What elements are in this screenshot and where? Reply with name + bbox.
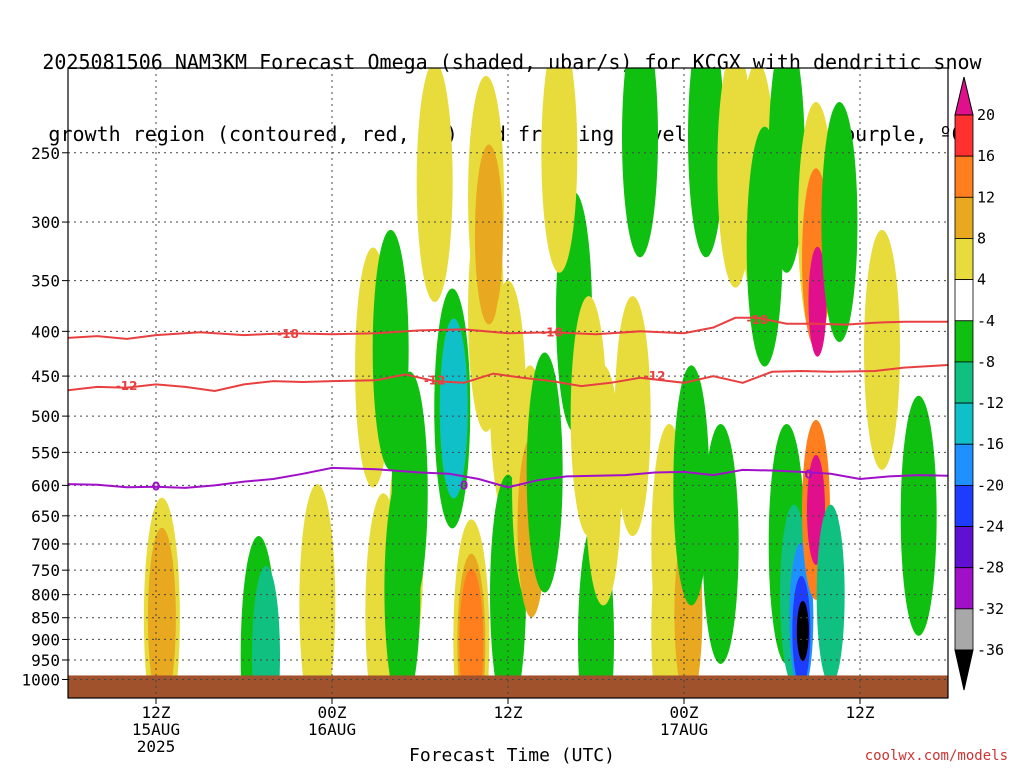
- plot-area: -18 -18 -18 -12 -12 -12 0 0 0: [68, 68, 948, 698]
- dgz-contour-line: [68, 364, 948, 393]
- x-tick-date-label: 17AUG: [660, 720, 708, 739]
- x-tick-date-label: 15AUG: [132, 720, 180, 739]
- y-tick-label: 1000: [21, 670, 60, 689]
- omega-shade: [252, 565, 280, 698]
- y-tick-label: 650: [31, 507, 60, 526]
- omega-shade: [673, 365, 710, 606]
- colorbar-label: -4: [977, 312, 995, 330]
- x-tick-label: 12Z: [142, 703, 171, 722]
- omega-shade: [796, 600, 809, 661]
- contour-label: 0: [460, 478, 468, 492]
- x-tick-date-label: 16AUG: [308, 720, 356, 739]
- omega-shade: [474, 144, 503, 325]
- colorbar-top-arrow: [954, 76, 974, 116]
- y-tick-label: 550: [31, 443, 60, 462]
- y-tick-label: 450: [31, 367, 60, 386]
- x-axis-label: Forecast Time (UTC): [409, 745, 615, 766]
- colorbar-bin: [954, 608, 974, 651]
- colorbar-bin: [954, 526, 974, 569]
- colorbar-label: -16: [977, 435, 1004, 453]
- x-tick-label: 12Z: [494, 703, 523, 722]
- x-tick-label: 00Z: [318, 703, 347, 722]
- omega-shade: [439, 318, 468, 499]
- omega-shade: [299, 484, 336, 698]
- x-tick-label: 00Z: [670, 703, 699, 722]
- colorbar-label: -28: [977, 559, 1004, 577]
- omega-shade: [384, 469, 421, 698]
- colorbar-label: 8: [977, 229, 986, 247]
- y-tick-label: 350: [31, 272, 60, 291]
- y-tick-label: 800: [31, 586, 60, 605]
- y-tick-label: 300: [31, 213, 60, 232]
- colorbar-bin: [954, 238, 974, 281]
- colorbar-bin: [954, 484, 974, 527]
- colorbar-bin: [954, 196, 974, 239]
- contour-label: -12: [116, 379, 138, 393]
- colorbar-bin: [954, 567, 974, 610]
- omega-shade: [459, 568, 484, 698]
- colorbar-bin: [954, 443, 974, 486]
- colorbar-bin: [954, 155, 974, 198]
- omega-shade: [900, 395, 937, 636]
- omega-shade: [864, 229, 900, 470]
- y-tick-label: 500: [31, 407, 60, 426]
- colorbar-label: 4: [977, 271, 986, 289]
- colorbar-label: 12: [977, 188, 995, 206]
- colorbar-label: -24: [977, 518, 1004, 536]
- y-tick-label: 950: [31, 651, 60, 670]
- omega-shade: [526, 352, 563, 593]
- y-tick-label: 400: [31, 322, 60, 341]
- colorbar-bin: [954, 402, 974, 445]
- omega-shade: [147, 527, 176, 698]
- omega-shade: [416, 68, 453, 302]
- colorbar-label: 20: [977, 106, 995, 124]
- colorbar-label: 16: [977, 147, 995, 165]
- colorbar-label: -36: [977, 641, 1004, 659]
- colorbar-label: -8: [977, 353, 995, 371]
- contour-label: -12: [424, 373, 446, 387]
- contour-label: 0: [804, 467, 812, 481]
- omega-shade: [688, 68, 724, 258]
- colorbar-bin: [954, 361, 974, 404]
- y-tick-label: 700: [31, 535, 60, 554]
- contour-label: -18: [746, 313, 768, 327]
- omega-shade: [821, 102, 858, 343]
- y-tick-label: 600: [31, 476, 60, 495]
- y-tick-label: 850: [31, 609, 60, 628]
- y-tick-label: 750: [31, 561, 60, 580]
- colorbar-bottom-arrow: [954, 649, 974, 691]
- omega-shade: [622, 68, 658, 258]
- colorbar-bin: [954, 279, 974, 322]
- x-tick-label: 12Z: [846, 703, 875, 722]
- contour-label: -18: [277, 327, 299, 341]
- omega-shade: [702, 423, 739, 664]
- omega-shade: [808, 246, 827, 357]
- x-tick-year-label: 2025: [137, 737, 176, 756]
- colorbar-bin: [954, 320, 974, 363]
- contour-label: -12: [644, 369, 666, 383]
- y-tick-label: 900: [31, 630, 60, 649]
- colorbar-bin: [954, 114, 974, 157]
- colorbar-label: -12: [977, 394, 1004, 412]
- omega-shade: [541, 68, 578, 273]
- colorbar-label: -20: [977, 476, 1004, 494]
- freezing-level-contour: [68, 466, 948, 489]
- contour-label: -18: [541, 325, 563, 339]
- contour-label: 0: [152, 480, 160, 494]
- colorbar-label: -32: [977, 600, 1004, 618]
- credit-link[interactable]: coolwx.com/models: [864, 748, 1008, 764]
- y-tick-label: 250: [31, 144, 60, 163]
- dgz-contour-line: [68, 316, 948, 340]
